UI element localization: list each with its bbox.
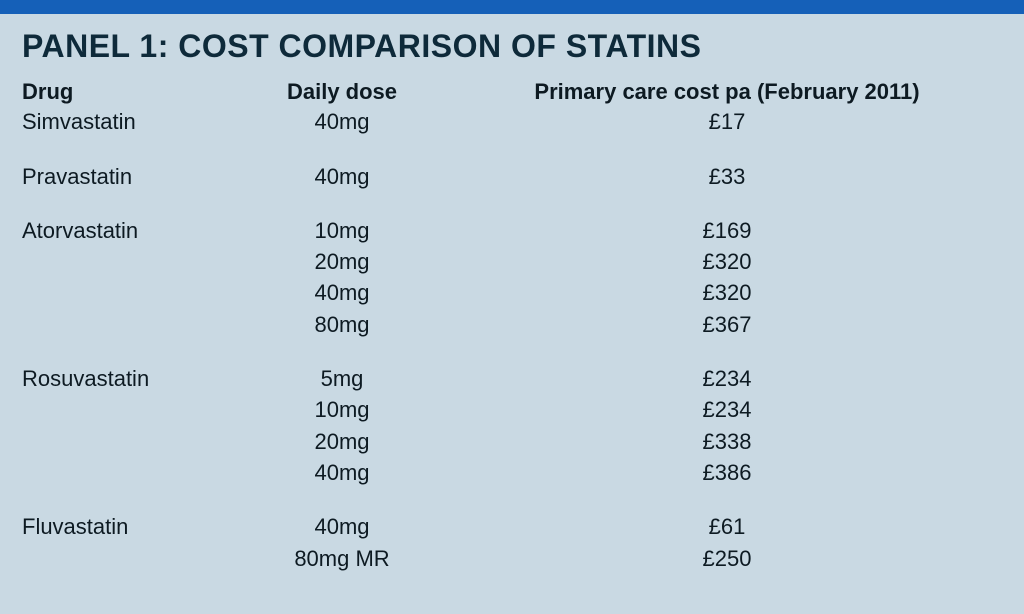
- cell-cost: £386: [452, 457, 1002, 488]
- cell-cost: £61: [452, 488, 1002, 542]
- cell-drug: Fluvastatin: [22, 488, 232, 542]
- cell-cost: £234: [452, 340, 1002, 394]
- statin-table: Drug Daily dose Primary care cost pa (Fe…: [22, 79, 1002, 574]
- cell-cost: £320: [452, 246, 1002, 277]
- cell-dose: 5mg: [232, 340, 452, 394]
- cell-drug: [22, 457, 232, 488]
- cell-drug: [22, 309, 232, 340]
- cell-drug: Rosuvastatin: [22, 340, 232, 394]
- cell-drug: [22, 543, 232, 574]
- cell-drug: Pravastatin: [22, 138, 232, 192]
- cell-dose: 40mg: [232, 277, 452, 308]
- cell-cost: £234: [452, 394, 1002, 425]
- cell-drug: Simvastatin: [22, 106, 232, 137]
- cell-dose: 20mg: [232, 426, 452, 457]
- cell-dose: 40mg: [232, 106, 452, 137]
- cell-drug: [22, 246, 232, 277]
- cell-cost: £320: [452, 277, 1002, 308]
- panel-title: PANEL 1: COST COMPARISON OF STATINS: [22, 28, 1002, 65]
- top-accent-bar: [0, 0, 1024, 14]
- cell-dose: 40mg: [232, 457, 452, 488]
- cell-cost: £338: [452, 426, 1002, 457]
- column-header-cost: Primary care cost pa (February 2011): [452, 79, 1002, 106]
- cell-cost: £17: [452, 106, 1002, 137]
- column-header-dose: Daily dose: [232, 79, 452, 106]
- column-header-drug: Drug: [22, 79, 232, 106]
- cell-cost: £33: [452, 138, 1002, 192]
- cell-dose: 80mg MR: [232, 543, 452, 574]
- cell-dose: 40mg: [232, 138, 452, 192]
- cell-cost: £250: [452, 543, 1002, 574]
- cell-dose: 80mg: [232, 309, 452, 340]
- cell-dose: 10mg: [232, 192, 452, 246]
- cell-drug: Atorvastatin: [22, 192, 232, 246]
- cell-dose: 10mg: [232, 394, 452, 425]
- cell-drug: [22, 394, 232, 425]
- cell-drug: [22, 426, 232, 457]
- panel-container: PANEL 1: COST COMPARISON OF STATINS Drug…: [0, 14, 1024, 594]
- cell-cost: £169: [452, 192, 1002, 246]
- cell-drug: [22, 277, 232, 308]
- cell-dose: 20mg: [232, 246, 452, 277]
- cell-cost: £367: [452, 309, 1002, 340]
- cell-dose: 40mg: [232, 488, 452, 542]
